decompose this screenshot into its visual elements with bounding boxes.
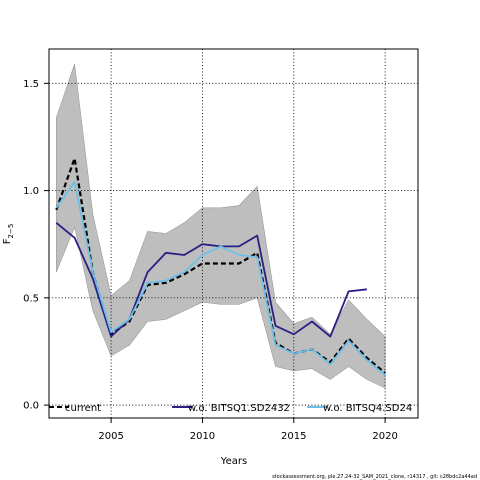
- legend-label-current: current: [65, 403, 101, 414]
- legend-label-w-o-bitsq1-sd2432: w.o. BITSQ1.SD2432: [188, 403, 290, 414]
- x-axis-tick-label-2010: 2010: [190, 431, 215, 442]
- svg-text:F2−5: F2−5: [2, 224, 15, 245]
- y-axis-title-subscript: 2−5: [7, 224, 15, 239]
- y-axis-tick-label-0-5: 0.5: [23, 293, 39, 304]
- y-axis-title: F2−5: [2, 224, 15, 245]
- x-axis-tick-label-2005: 2005: [98, 431, 123, 442]
- y-axis-tick-label-1: 1.0: [23, 186, 39, 197]
- plot-frame: [48, 48, 419, 419]
- series-line-w-o-bitsq1-sd2432: [55, 222, 368, 338]
- plot-area: 2005 2010 2015 2020 0.0 0.5 1.0 1.5 current w.o. …: [23, 48, 419, 442]
- y-axis-tick-label-0: 0.0: [23, 401, 39, 412]
- legend-item-current: current: [49, 403, 101, 414]
- x-axis-title: Years: [220, 456, 247, 467]
- y-axis-title-main: F: [2, 238, 13, 244]
- x-axis-tick-label-2020: 2020: [372, 431, 397, 442]
- x-axis-tick-label-2015: 2015: [281, 431, 306, 442]
- legend-item-w-o-bitsq4-sd24: w.o. BITSQ4.SD24: [307, 403, 412, 414]
- confidence-band: [56, 63, 386, 389]
- footer-note: stockassessment.org, ple.27.24-32_SAM_20…: [272, 474, 477, 480]
- series-line-w-o-bitsq4-sd24: [55, 181, 386, 376]
- legend-label-w-o-bitsq4-sd24: w.o. BITSQ4.SD24: [323, 403, 412, 414]
- y-axis-tick-label-1-5: 1.5: [23, 79, 39, 90]
- legend-item-w-o-bitsq1-sd2432: w.o. BITSQ1.SD2432: [172, 403, 290, 414]
